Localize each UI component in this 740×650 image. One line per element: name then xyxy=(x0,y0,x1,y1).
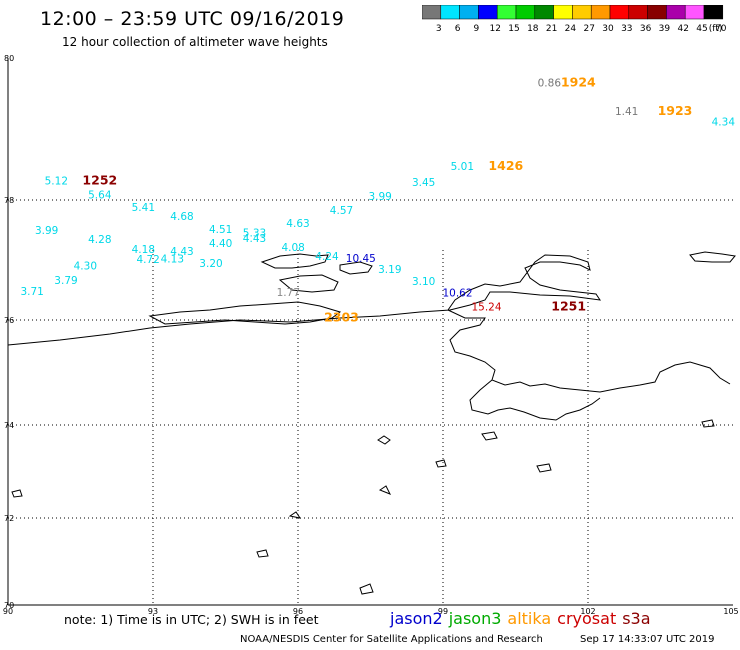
lon-label: 93 xyxy=(148,607,158,616)
wave-height-value: 4.57 xyxy=(330,205,353,217)
wave-height-value: 10.45 xyxy=(346,253,376,265)
wave-height-value: 3.20 xyxy=(199,258,222,270)
lon-label: 102 xyxy=(580,607,595,616)
wave-height-value: 4.18 xyxy=(132,244,155,256)
lat-label: 76 xyxy=(4,316,14,325)
lon-label: 96 xyxy=(293,607,303,616)
scale-tick-label: 42 xyxy=(677,24,688,34)
map-frame xyxy=(7,58,733,606)
wave-height-value: 3.10 xyxy=(412,276,435,288)
wave-height-value: 3.79 xyxy=(54,275,77,287)
satellite-jason3: jason3 xyxy=(448,609,502,628)
lon-label: 105 xyxy=(723,607,738,616)
lon-label: 99 xyxy=(438,607,448,616)
scale-tick-label: 18 xyxy=(527,24,539,34)
lat-label: 72 xyxy=(4,514,14,523)
scale-tick-label: 70 xyxy=(715,24,727,34)
wave-height-value: 15.24 xyxy=(471,301,501,313)
scale-tick-label: 12 xyxy=(489,24,500,34)
wave-height-value: 3.19 xyxy=(378,264,401,276)
wave-height-value: 4.43 xyxy=(243,233,266,245)
wave-height-value: 3.99 xyxy=(368,191,391,203)
wave-height-value: 4.63 xyxy=(286,218,309,230)
wave-height-value: 5.01 xyxy=(451,161,474,173)
scale-tick-label: 27 xyxy=(583,24,594,34)
wave-height-value: 4.13 xyxy=(161,253,184,265)
scale-tick-label: 21 xyxy=(546,24,557,34)
map-subtitle: 12 hour collection of altimeter wave hei… xyxy=(62,35,328,49)
wave-height-value: 1.41 xyxy=(615,106,638,118)
scale-tick-label: 9 xyxy=(474,24,480,34)
wave-height-value: 4.30 xyxy=(74,261,97,273)
wave-height-value: 3.71 xyxy=(20,286,43,298)
pass-time-label: 1923 xyxy=(658,103,693,118)
satellite-jason2: jason2 xyxy=(390,609,443,628)
wave-height-value: 0.86 xyxy=(538,77,562,89)
pass-time-labels: 1252 1426 1924 1923 1251 2303 xyxy=(82,74,692,324)
wave-height-value: 4.08 xyxy=(281,242,304,254)
wave-height-value: 4.24 xyxy=(315,251,339,263)
wave-height-color-scale: 3 6 9 12 15 18 21 24 27 30 33 36 39 42 45 70(ft) xyxy=(422,5,727,34)
lat-label: 78 xyxy=(4,196,14,205)
wave-height-value: 5.33 xyxy=(243,228,266,240)
scale-tick-label: 3 xyxy=(436,24,442,34)
wave-height-value: 5.41 xyxy=(132,202,155,214)
scale-tick-label: 39 xyxy=(659,24,671,34)
wave-height-value: 3.99 xyxy=(35,225,58,237)
scale-tick-label: 6 xyxy=(455,24,461,34)
scale-tick-label: 45 xyxy=(696,24,707,34)
scale-unit: (ft) xyxy=(709,24,723,34)
scale-tick-label: 24 xyxy=(565,24,577,34)
scale-swatch xyxy=(703,5,724,20)
wave-height-value: 4.72 xyxy=(136,254,159,266)
footnote: note: 1) Time is in UTC; 2) SWH is in fe… xyxy=(64,612,319,627)
wave-height-value: 4.51 xyxy=(209,224,232,236)
coastline xyxy=(7,251,736,595)
satellite-legend: jason2 jason3 altika cryosat s3a xyxy=(390,609,657,628)
wave-height-value: 4.68 xyxy=(170,211,193,223)
wave-height-value: 4.40 xyxy=(209,238,232,250)
pass-time-label: 1426 xyxy=(488,158,523,173)
scale-tick-label: 33 xyxy=(621,24,632,34)
wave-height-value: 4.43 xyxy=(170,246,193,258)
scale-tick-label: 36 xyxy=(640,24,652,34)
pass-time-label: 1924 xyxy=(561,74,596,89)
wave-height-value: 1.77 xyxy=(277,287,300,299)
pass-time-label: 1252 xyxy=(82,172,117,187)
wave-height-value: 3.45 xyxy=(412,177,435,189)
credit-line: NOAA/NESDIS Center for Satellite Applica… xyxy=(240,634,543,645)
satellite-cryosat: cryosat xyxy=(557,609,617,628)
generated-timestamp: Sep 17 14:33:07 UTC 2019 xyxy=(580,634,715,645)
satellite-s3a: s3a xyxy=(622,609,651,628)
pass-time-label: 1251 xyxy=(551,298,586,313)
wave-height-values: 5.12 5.64 5.41 4.68 4.51 5.33 4.63 4.57 3.99 3.45… xyxy=(20,77,735,313)
scale-tick-label: 15 xyxy=(508,24,519,34)
wave-height-value: 5.64 xyxy=(88,190,112,202)
wave-height-value: 10.62 xyxy=(442,288,472,300)
lat-label: 80 xyxy=(4,54,14,63)
scale-tick-label: 30 xyxy=(602,24,614,34)
lat-label: 70 xyxy=(4,601,14,610)
lon-label: 90 xyxy=(3,607,13,616)
lat-label: 74 xyxy=(4,421,14,430)
pass-time-label: 2303 xyxy=(324,310,359,325)
wave-height-value: 5.12 xyxy=(45,175,68,187)
wave-height-value: 4.28 xyxy=(88,234,111,246)
map-title: 12:00 – 23:59 UTC 09/16/2019 xyxy=(40,8,345,30)
satellite-altika: altika xyxy=(507,609,552,628)
wave-height-value: 4.34 xyxy=(712,116,736,128)
